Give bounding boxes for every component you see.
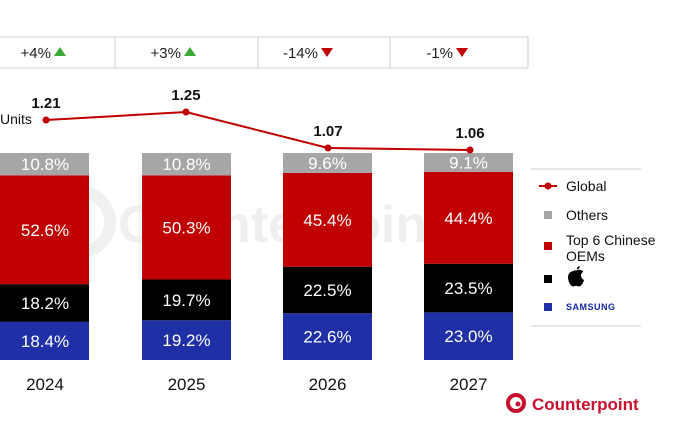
bar-segment-top-6-chinese-oems xyxy=(0,175,89,285)
global-line-group: 1.21 1.25 1.07 1.06 xyxy=(31,87,485,154)
growth-value: +3% xyxy=(151,45,181,62)
year-labels: 2024 2025 2026 2027 xyxy=(26,375,487,394)
bar-segment-samsung xyxy=(283,313,372,360)
legend-swatch xyxy=(544,242,552,250)
growth-header: +4% +3% -14% -1% xyxy=(0,36,529,69)
global-point xyxy=(42,116,50,124)
global-value-label: 1.07 xyxy=(313,123,342,140)
year-label: 2027 xyxy=(450,375,488,394)
bar-segment-apple xyxy=(0,284,89,322)
segment-label: 10.8% xyxy=(162,155,210,174)
bar-segment-apple xyxy=(142,279,231,321)
global-point xyxy=(466,146,474,154)
legend-swatch xyxy=(544,303,552,311)
legend-swatch xyxy=(544,211,552,219)
segment-label: 19.2% xyxy=(162,331,210,350)
segment-label: 44.4% xyxy=(444,209,492,228)
growth-value: -14% xyxy=(283,45,318,62)
bar-segment-others xyxy=(0,153,89,176)
segment-label: 10.8% xyxy=(21,155,69,174)
bar-segment-apple xyxy=(424,263,513,313)
growth-value: +4% xyxy=(21,45,51,62)
bar-segment-top-6-chinese-oems xyxy=(424,171,513,264)
legend-label: OEMs xyxy=(566,248,605,264)
segment-label: 23.0% xyxy=(444,327,492,346)
counterpoint-logo-dot xyxy=(515,401,521,407)
bar-segment-apple xyxy=(283,266,372,314)
bar-segment-others xyxy=(142,153,231,176)
unit-label: Units xyxy=(0,111,32,127)
counterpoint-logo-icon xyxy=(506,393,526,413)
segment-label: 9.6% xyxy=(308,154,347,173)
counterpoint-logo: Counterpoint xyxy=(506,393,639,414)
samsung-wordmark: SAMSUNG xyxy=(566,302,616,312)
bar-segment-top-6-chinese-oems xyxy=(142,175,231,280)
legend-label: Top 6 Chinese xyxy=(566,232,656,248)
segment-label: 22.6% xyxy=(303,328,351,347)
triangle-up-icon xyxy=(184,47,196,56)
bar-segment-others xyxy=(283,153,372,173)
global-value-label: 1.06 xyxy=(455,125,484,142)
legend-swatch xyxy=(544,275,552,283)
segment-label: 52.6% xyxy=(21,221,69,240)
bar-segment-samsung xyxy=(142,320,231,360)
year-label: 2025 xyxy=(168,375,206,394)
global-point xyxy=(182,108,190,116)
bar-segment-samsung xyxy=(0,321,89,360)
segment-label: 19.7% xyxy=(162,291,210,310)
segment-label: 50.3% xyxy=(162,218,210,237)
apple-logo-icon xyxy=(568,266,584,287)
bar-segment-others xyxy=(424,153,513,172)
bars-group: 18.4% 18.2% 52.6% 10.8% 19.2% 19.7% 50.3% 10.8%… xyxy=(0,153,513,360)
bar-segment-samsung xyxy=(424,312,513,360)
global-value-label: 1.21 xyxy=(31,95,60,112)
watermark: Counterpoint xyxy=(44,186,444,258)
year-label: 2026 xyxy=(309,375,347,394)
global-line xyxy=(45,110,471,151)
counterpoint-logo-text: Counterpoint xyxy=(532,395,639,414)
segment-label: 22.5% xyxy=(303,281,351,300)
legend-dot-marker xyxy=(544,182,552,190)
segment-label: 18.2% xyxy=(21,294,69,313)
segment-label: 23.5% xyxy=(444,279,492,298)
year-label: 2024 xyxy=(26,375,64,394)
segment-label: 18.4% xyxy=(21,332,69,351)
segment-label: 9.1% xyxy=(449,153,488,172)
triangle-up-icon xyxy=(54,47,66,56)
legend-label: Global xyxy=(566,178,606,194)
bar-segment-top-6-chinese-oems xyxy=(283,172,372,267)
triangle-down-icon xyxy=(456,48,468,57)
growth-value: -1% xyxy=(426,45,453,62)
triangle-down-icon xyxy=(321,48,333,57)
segment-label: 45.4% xyxy=(303,211,351,230)
legend-label: Others xyxy=(566,207,608,223)
global-value-label: 1.25 xyxy=(171,87,200,104)
global-point xyxy=(324,144,332,152)
